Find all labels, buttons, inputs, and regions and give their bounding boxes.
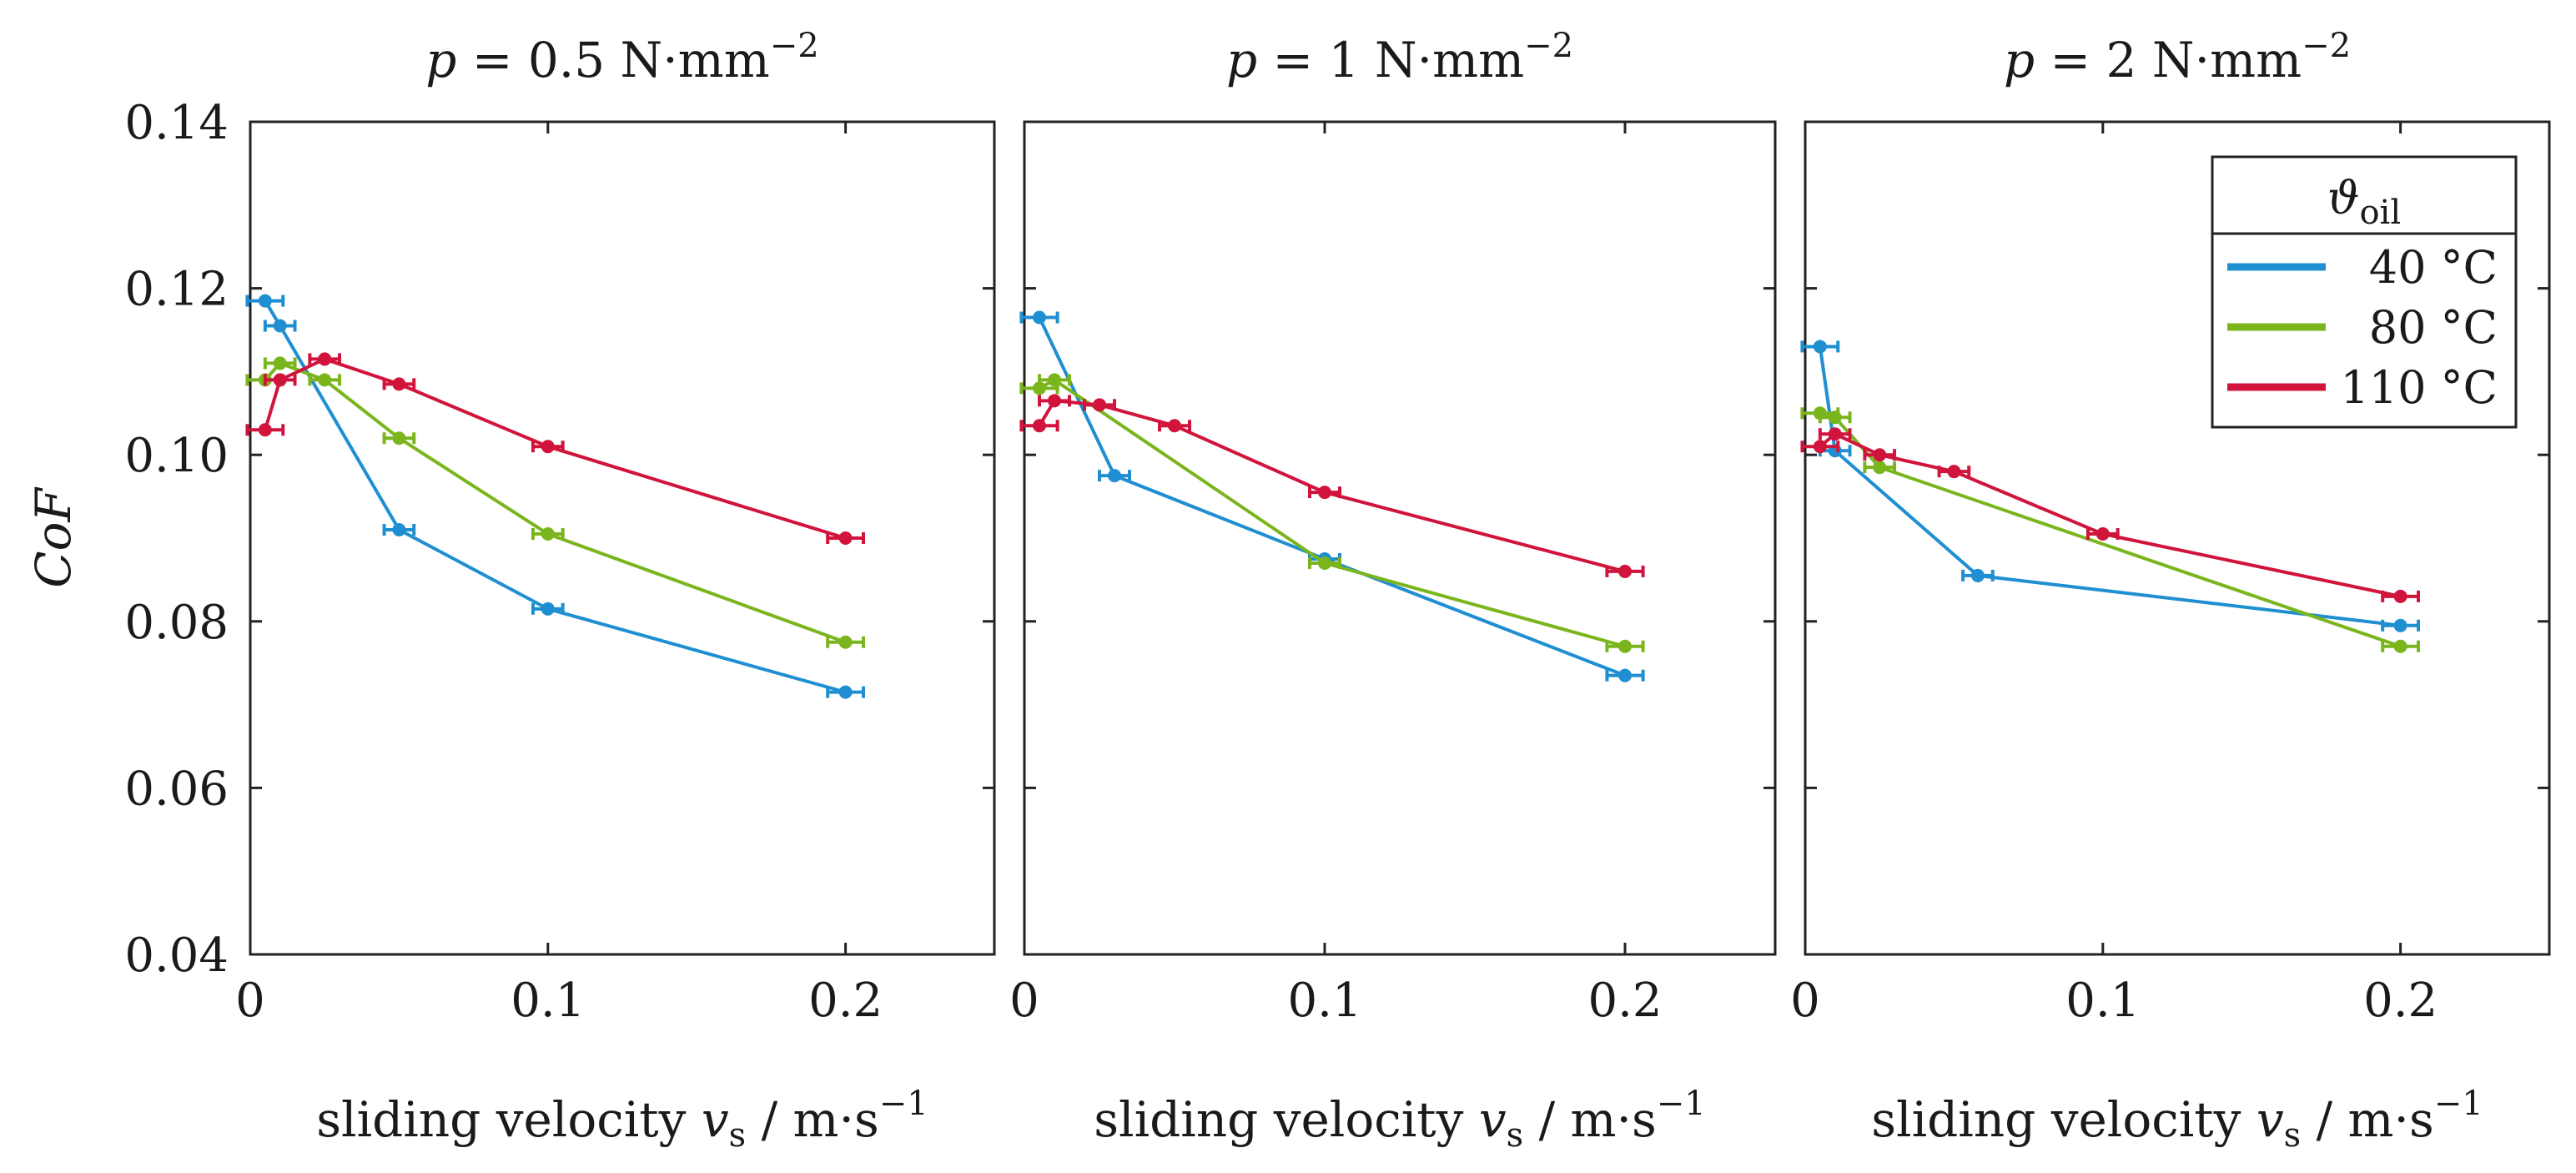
x-tick-label: 0.2 — [1587, 974, 1662, 1028]
legend-box — [2211, 155, 2518, 429]
series-line — [264, 361, 847, 644]
data-point — [1318, 486, 1331, 500]
x-tick-label: 0.1 — [511, 974, 585, 1028]
data-point — [541, 602, 555, 616]
data-point — [1618, 564, 1632, 578]
y-tick-label: 0.08 — [124, 596, 229, 650]
data-point — [1970, 568, 1985, 582]
data-point — [1873, 448, 1887, 462]
y-tick-label: 0.14 — [124, 96, 229, 150]
y-axis-label: CoF — [25, 486, 82, 587]
x-tick-label: 0.2 — [2363, 974, 2438, 1028]
series-line — [1818, 346, 2401, 627]
data-point — [1093, 398, 1106, 412]
x-axis-label: sliding velocity vs / m·s−1 — [1094, 1085, 1705, 1155]
data-point — [541, 527, 555, 541]
data-point — [838, 685, 853, 699]
y-tick-label: 0.04 — [124, 929, 229, 983]
plot-frame — [1804, 120, 2551, 956]
legend: ϑoil 40 °C 80 °C 110 °C — [2211, 155, 2518, 429]
data-point — [1033, 310, 1046, 325]
data-point — [1108, 469, 1121, 483]
data-point — [2393, 589, 2407, 603]
data-point — [1618, 639, 1632, 653]
data-point — [1048, 394, 1061, 408]
data-point — [392, 377, 406, 391]
data-point — [318, 373, 332, 387]
data-point — [273, 319, 287, 333]
data-point — [392, 523, 406, 537]
plot-frame — [249, 120, 996, 956]
data-point — [1813, 440, 1827, 454]
data-point — [392, 431, 406, 446]
y-tick-label: 0.12 — [124, 263, 229, 317]
x-tick-label: 0 — [1790, 974, 1820, 1028]
series-line — [1038, 399, 1626, 573]
data-point — [273, 356, 287, 370]
x-tick-label: 0.1 — [2065, 974, 2140, 1028]
panel-3: 0 0.1 0.2 p = 2 N·mm−2 sliding velocity vs /… — [1790, 27, 2551, 1155]
legend-entry-label: 110 °C — [2340, 361, 2498, 414]
data-point — [1828, 410, 1842, 425]
data-point — [838, 635, 853, 649]
panel-title: p = 1 N·mm−2 — [1226, 27, 1573, 88]
data-point — [1033, 419, 1046, 433]
data-point — [1618, 668, 1632, 682]
data-point — [541, 440, 555, 454]
data-point — [2096, 527, 2110, 541]
data-point — [838, 531, 853, 545]
series-line — [263, 357, 847, 540]
x-tick-label: 0.1 — [1287, 974, 1361, 1028]
data-point — [1318, 556, 1331, 570]
series-40c — [245, 294, 866, 699]
data-point — [1828, 427, 1842, 441]
y-tick-label: 0.06 — [124, 762, 229, 816]
series-110c — [1800, 427, 2421, 603]
x-tick-label: 0 — [1009, 974, 1039, 1028]
data-point — [1873, 461, 1887, 475]
data-point — [1048, 373, 1061, 387]
legend-entry-label: 40 °C — [2369, 241, 2498, 294]
data-point — [2393, 618, 2407, 632]
data-point — [1947, 465, 1961, 479]
x-tick-label: 0.2 — [808, 974, 883, 1028]
data-point — [318, 352, 332, 366]
panel-title: p = 2 N·mm−2 — [2004, 27, 2351, 88]
series-110c — [245, 352, 866, 545]
data-point — [258, 294, 272, 308]
x-tick-label: 0 — [235, 974, 265, 1028]
data-point — [1168, 419, 1181, 433]
x-axis-label: sliding velocity vs / m·s−1 — [316, 1085, 928, 1155]
data-point — [258, 423, 272, 437]
series-80c — [1800, 406, 2421, 653]
panel-1: 0.04 0.06 0.08 0.10 0.12 0.14 0 0.1 0.2 p = 0.5 N… — [25, 27, 996, 1155]
series-80c — [245, 356, 866, 649]
series-line — [1039, 378, 1626, 648]
series-line — [264, 300, 847, 694]
legend-entry-label: 80 °C — [2369, 301, 2498, 354]
series-80c — [1019, 373, 1645, 653]
panel-title: p = 0.5 N·mm−2 — [425, 27, 818, 88]
data-point — [273, 373, 287, 387]
y-tick-label: 0.10 — [124, 429, 229, 483]
data-point — [1813, 340, 1827, 354]
x-axis-label: sliding velocity vs / m·s−1 — [1871, 1085, 2483, 1155]
data-point — [2393, 639, 2407, 653]
data-point — [1033, 381, 1046, 395]
plot-frame — [1023, 120, 1777, 956]
panel-2: 0 0.1 0.2 p = 1 N·mm−2 sliding velocity vs /… — [1009, 27, 1777, 1155]
series-line — [1819, 411, 2402, 648]
series-110c — [1019, 394, 1645, 578]
legend-title: ϑoil — [2327, 172, 2401, 232]
